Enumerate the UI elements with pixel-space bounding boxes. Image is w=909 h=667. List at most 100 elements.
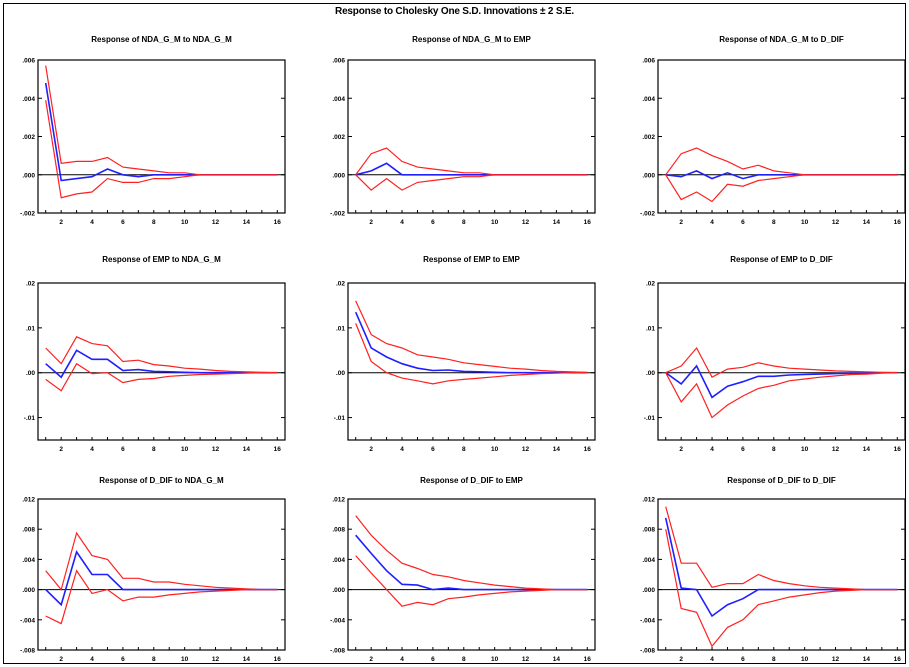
irf-panel: Response of EMP to D_DIF .02 .01 .00 -.01 2 4 6… [644, 255, 906, 453]
y-tick-label: .006 [332, 58, 345, 65]
lower-band-line [665, 529, 898, 648]
upper-band-line [665, 506, 898, 591]
panel-title: Response of NDA_G_M to EMP [412, 35, 531, 44]
y-tick-label: -.002 [330, 211, 345, 218]
y-tick-label: .000 [22, 587, 35, 594]
panel-title: Response of D_DIF to EMP [420, 476, 523, 485]
x-tick-label: 16 [274, 446, 282, 453]
response-line [45, 349, 278, 379]
x-tick-label: 12 [832, 219, 840, 226]
irf-panel: Response of NDA_G_M to NDA_G_M .006 .004 .0… [20, 35, 286, 226]
x-tick-label: 14 [553, 656, 561, 663]
plot-frame [347, 498, 596, 651]
y-tick-label: .008 [642, 527, 655, 534]
response-line [665, 364, 898, 399]
x-tick-label: 10 [181, 446, 189, 453]
irf-panel: Response of D_DIF to EMP .012 .008 .004 .000… [330, 476, 596, 663]
x-tick-label: 8 [462, 219, 466, 226]
y-tick-label: .004 [22, 96, 35, 103]
x-tick-label: 14 [553, 446, 561, 453]
x-tick-label: 14 [243, 219, 251, 226]
response-line [44, 82, 278, 182]
x-tick-label: 8 [772, 446, 776, 453]
x-tick-label: 6 [121, 656, 125, 663]
x-tick-label: 12 [832, 656, 840, 663]
y-tick-label: -.01 [334, 415, 346, 422]
x-tick-label: 4 [90, 656, 94, 663]
panel-title: Response of D_DIF to NDA_G_M [99, 476, 224, 485]
y-tick-label: -.008 [330, 648, 345, 655]
y-tick-label: .01 [336, 325, 345, 332]
x-tick-label: 10 [801, 656, 809, 663]
y-tick-label: .008 [22, 527, 35, 534]
irf-panel: Response of EMP to EMP .02 .01 .00 -.01 2 4 6 8 1… [334, 255, 596, 453]
irf-panel: Response of D_DIF to D_DIF .012 .008 .004 .0… [640, 476, 906, 663]
y-tick-label: -.004 [20, 617, 35, 624]
plot-frame [347, 59, 596, 214]
x-tick-label: 16 [584, 446, 592, 453]
x-tick-label: 8 [772, 219, 776, 226]
plot-frame [657, 498, 906, 651]
y-tick-label: .02 [26, 281, 35, 288]
x-tick-label: 8 [462, 656, 466, 663]
x-tick-label: 4 [400, 656, 404, 663]
x-tick-label: 14 [243, 446, 251, 453]
x-tick-label: 2 [59, 219, 63, 226]
x-tick-label: 10 [491, 656, 499, 663]
x-tick-label: 14 [243, 656, 251, 663]
x-tick-label: 6 [121, 219, 125, 226]
y-tick-label: .012 [642, 497, 655, 504]
x-tick-label: 2 [679, 656, 683, 663]
y-tick-label: .00 [646, 370, 655, 377]
response-line [354, 311, 588, 374]
x-tick-label: 8 [772, 656, 776, 663]
panel-title: Response of EMP to EMP [423, 255, 520, 264]
x-tick-label: 10 [181, 219, 189, 226]
y-tick-label: -.002 [640, 211, 655, 218]
x-tick-label: 12 [832, 446, 840, 453]
x-tick-label: 10 [181, 656, 189, 663]
plot-frame [37, 59, 286, 214]
y-tick-label: -.002 [20, 211, 35, 218]
x-tick-label: 16 [584, 219, 592, 226]
x-tick-label: 12 [212, 656, 220, 663]
irf-panel: Response of NDA_G_M to D_DIF .006 .004 .002… [640, 35, 906, 226]
y-tick-label: .004 [642, 96, 655, 103]
x-tick-label: 4 [400, 446, 404, 453]
y-tick-label: .008 [332, 527, 345, 534]
lower-band-line [355, 323, 588, 385]
lower-band-line [665, 372, 898, 419]
y-tick-label: .004 [642, 557, 655, 564]
x-tick-label: 12 [522, 446, 530, 453]
y-tick-label: .000 [332, 587, 345, 594]
y-tick-label: -.01 [24, 415, 36, 422]
y-tick-label: .000 [332, 172, 345, 179]
x-tick-label: 2 [679, 446, 683, 453]
y-tick-label: .004 [332, 557, 345, 564]
irf-panel: Response of D_DIF to NDA_G_M .012 .008 .004… [20, 476, 286, 663]
x-tick-label: 2 [369, 219, 373, 226]
y-tick-label: .01 [646, 325, 655, 332]
x-tick-label: 16 [894, 219, 902, 226]
x-tick-label: 6 [121, 446, 125, 453]
x-tick-label: 4 [710, 446, 714, 453]
upper-band-line [665, 346, 898, 379]
lower-band-line [355, 555, 588, 607]
plot-frame [37, 498, 286, 651]
x-tick-label: 6 [431, 219, 435, 226]
x-tick-label: 12 [522, 219, 530, 226]
panel-title: Response of EMP to D_DIF [730, 255, 833, 264]
x-tick-label: 6 [741, 446, 745, 453]
upper-band-line [45, 531, 278, 591]
x-tick-label: 6 [741, 219, 745, 226]
x-tick-label: 2 [59, 656, 63, 663]
x-tick-label: 6 [431, 446, 435, 453]
x-tick-label: 8 [462, 446, 466, 453]
irf-panel: Response of EMP to NDA_G_M .02 .01 .00 -.01 2… [24, 255, 286, 453]
x-tick-label: 10 [801, 446, 809, 453]
x-tick-label: 16 [894, 656, 902, 663]
y-tick-label: .006 [642, 58, 655, 65]
y-tick-label: .012 [22, 497, 35, 504]
x-tick-label: 2 [369, 446, 373, 453]
y-tick-label: .002 [642, 134, 655, 141]
